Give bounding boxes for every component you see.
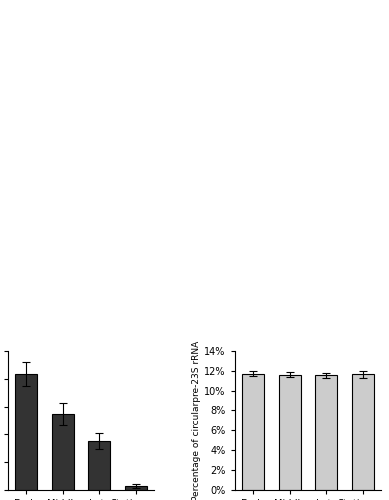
Bar bbox=[242, 374, 264, 490]
Bar bbox=[279, 374, 301, 490]
Bar bbox=[15, 374, 37, 490]
Bar bbox=[352, 374, 374, 490]
Bar bbox=[125, 486, 147, 490]
Bar bbox=[88, 441, 110, 490]
Bar bbox=[52, 414, 74, 490]
Y-axis label: Percentage of circularpre-23S rRNA: Percentage of circularpre-23S rRNA bbox=[193, 340, 202, 500]
Bar bbox=[315, 375, 337, 490]
